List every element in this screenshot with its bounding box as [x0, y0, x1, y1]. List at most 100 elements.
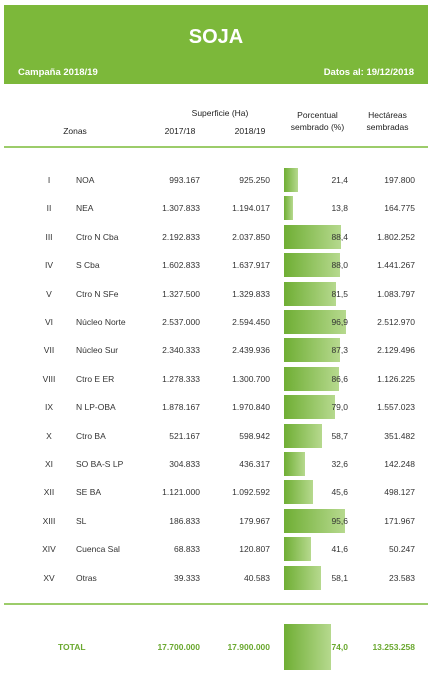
- table-row: V Ctro N SFe 1.327.500 1.329.833 81,5 1.083.7…: [0, 281, 435, 307]
- percent-bar: [284, 196, 293, 221]
- hectares-sown: 164.775: [384, 203, 415, 214]
- col-header-porcentual-line2: sembrado (%): [290, 122, 345, 132]
- zone-number: VIII: [42, 373, 56, 384]
- hectares-sown: 1.802.252: [377, 231, 415, 242]
- zone-number: X: [46, 430, 52, 441]
- table-row: X Ctro BA 521.167 598.942 58,7 351.482: [0, 423, 435, 449]
- surface-2018-19: 1.194.017: [232, 203, 270, 214]
- zone-number: VII: [43, 345, 55, 356]
- surface-2017-18: 1.307.833: [162, 203, 200, 214]
- zone-name: Ctro BA: [76, 430, 106, 441]
- surface-2018-19: 40.583: [244, 572, 270, 583]
- zone-number: IV: [44, 260, 54, 271]
- zone-name: Núcleo Norte: [76, 317, 126, 327]
- percent-bar: [284, 508, 346, 533]
- percent-sown: 86,6: [331, 373, 348, 384]
- percent-sown: 58,7: [331, 430, 348, 441]
- hectares-sown: 197.800: [384, 175, 415, 185]
- surface-2017-18: 186.833: [169, 515, 200, 526]
- col-header-year2: 2018/19: [234, 126, 266, 136]
- table-row: XIV Cuenca Sal 68.833 120.807 41,6 50.247: [0, 536, 435, 562]
- surface-2018-19: 120.807: [239, 544, 270, 555]
- col-header-zonas: Zonas: [63, 126, 87, 136]
- hectares-sown: 1.083.797: [377, 288, 415, 299]
- total-v2: 17.900.000: [227, 642, 270, 652]
- hectares-sown: 23.583: [389, 572, 415, 583]
- table-row: XII SE BA 1.121.000 1.092.592 45,6 498.127: [0, 479, 435, 505]
- percent-sown: 81,5: [331, 288, 348, 299]
- zone-name: S Cba: [76, 260, 100, 271]
- surface-2017-18: 1.327.500: [162, 288, 200, 299]
- percent-sown: 87,3: [331, 345, 348, 356]
- surface-2017-18: 2.537.000: [162, 317, 200, 327]
- zone-name: Cuenca Sal: [76, 544, 120, 555]
- total-hectares: 13.253.258: [372, 642, 415, 652]
- surface-2017-18: 993.167: [169, 175, 200, 185]
- table-row: I NOA 993.167 925.250 21,4 197.800: [0, 167, 435, 193]
- surface-2017-18: 304.833: [169, 459, 200, 469]
- zone-name: N LP-OBA: [76, 402, 116, 413]
- zone-number: III: [45, 231, 53, 242]
- percent-bar: [284, 338, 340, 363]
- zone-number: XI: [44, 459, 54, 469]
- table-row: II NEA 1.307.833 1.194.017 13,8 164.775: [0, 195, 435, 221]
- surface-2017-18: 2.192.833: [162, 231, 200, 242]
- surface-2018-19: 1.329.833: [232, 288, 270, 299]
- percent-sown: 88,0: [331, 260, 348, 271]
- zone-number: IX: [44, 402, 54, 413]
- surface-2018-19: 1.970.840: [232, 402, 270, 413]
- surface-2018-19: 2.439.936: [232, 345, 270, 356]
- zone-number: V: [46, 288, 52, 299]
- percent-sown: 96,9: [331, 317, 348, 327]
- total-percent-bar: [284, 624, 332, 670]
- campaign-label: Campaña 2018/19: [18, 67, 98, 78]
- surface-2017-18: 68.833: [174, 544, 200, 555]
- table-row: XV Otras 39.333 40.583 58,1 23.583: [0, 565, 435, 591]
- surface-2018-19: 436.317: [239, 459, 270, 469]
- percent-bar: [284, 480, 314, 505]
- surface-2018-19: 2.037.850: [232, 231, 270, 242]
- surface-2018-19: 598.942: [239, 430, 270, 441]
- hectares-sown: 1.126.225: [377, 373, 415, 384]
- total-v1: 17.700.000: [157, 642, 200, 652]
- surface-2018-19: 2.594.450: [232, 317, 270, 327]
- surface-2017-18: 521.167: [169, 430, 200, 441]
- percent-bar: [284, 423, 322, 448]
- total-label: TOTAL: [58, 642, 86, 652]
- zone-number: VI: [44, 317, 54, 327]
- percent-bar: [284, 168, 298, 192]
- zone-number: XIV: [42, 544, 56, 555]
- col-header-porcentual-line1: Porcentual: [297, 110, 338, 120]
- hectares-sown: 2.129.496: [377, 345, 415, 356]
- surface-2018-19: 1.300.700: [232, 373, 270, 384]
- zone-number: II: [46, 203, 52, 214]
- zone-name: Ctro N Cba: [76, 231, 119, 242]
- percent-bar: [284, 366, 340, 391]
- hectares-sown: 2.512.970: [377, 317, 415, 327]
- zone-name: SE BA: [76, 487, 102, 498]
- header-divider: [4, 146, 428, 148]
- percent-sown: 95,6: [331, 515, 348, 526]
- zone-number: XIII: [42, 515, 56, 526]
- surface-2017-18: 1.878.167: [162, 402, 200, 413]
- table-row: IV S Cba 1.602.833 1.637.917 88,0 1.441.267: [0, 252, 435, 278]
- hectares-sown: 351.482: [384, 430, 415, 441]
- zone-name: Ctro E ER: [76, 373, 115, 384]
- total-percent: 74,0: [331, 642, 348, 652]
- table-row: VII Núcleo Sur 2.340.333 2.439.936 87,3 2.129…: [0, 337, 435, 363]
- zone-name: SL: [76, 515, 87, 526]
- col-header-porcentual: Porcentual sembrado (%): [280, 109, 355, 133]
- percent-bar: [284, 395, 335, 420]
- surface-2018-19: 179.967: [239, 515, 270, 526]
- percent-sown: 41,6: [331, 544, 348, 555]
- zone-name: NEA: [76, 203, 94, 214]
- zone-name: NOA: [76, 175, 95, 185]
- table-row: IX N LP-OBA 1.878.167 1.970.840 79,0 1.557.02…: [0, 394, 435, 420]
- percent-bar: [284, 537, 311, 562]
- total-row: TOTAL 17.700.000 17.900.000 74,0 13.253.…: [0, 622, 435, 672]
- hectares-sown: 1.557.023: [377, 402, 415, 413]
- surface-2018-19: 1.637.917: [232, 260, 270, 271]
- percent-sown: 45,6: [331, 487, 348, 498]
- zone-number: XV: [43, 572, 55, 583]
- percent-sown: 13,8: [331, 203, 348, 214]
